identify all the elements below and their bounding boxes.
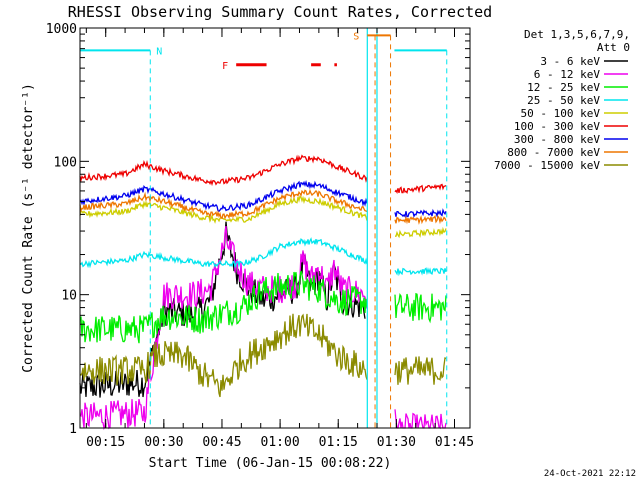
flag-n-label: N [156,46,162,57]
legend-header-line2: Att 0 [597,41,630,54]
legend-header-line1: Det 1,3,5,6,7,9, [524,28,630,41]
series-line-0 [79,221,366,398]
y-tick-label-0: 1 [69,422,77,437]
chart-title: RHESSI Observing Summary Count Rates, Co… [68,3,492,21]
plot-area: N F S 1 10 100 1000 00:15 00:30 00:45 01:00 01:15 01… [46,22,474,450]
x-tick-label-2: 00:45 [202,435,241,450]
y-tick-label-2: 100 [54,155,77,170]
legend-label-2: 12 - 25 keV [527,81,600,94]
legend-label-6: 300 - 800 keV [514,133,600,146]
series-line-7 [79,188,447,225]
y-tick-label-1: 10 [61,289,77,304]
x-tick-label-4: 01:15 [319,435,358,450]
y-axis-label: Corrected Count Rate (s⁻¹ detector⁻¹) [21,83,36,373]
legend-label-3: 25 - 50 keV [527,94,600,107]
y-tick-label-3: 1000 [46,22,77,37]
x-tick-label-0: 00:15 [86,435,125,450]
legend-label-1: 6 - 12 keV [534,68,601,81]
legend-label-7: 800 - 7000 keV [507,146,600,159]
footer-date: 24-Oct-2021 22:12 [544,469,636,479]
legend-label-0: 3 - 6 keV [540,55,600,68]
legend-label-5: 100 - 300 keV [514,120,600,133]
series-line-6 [79,179,447,218]
series-line-4 [79,195,447,239]
x-tick-label-3: 01:00 [261,435,300,450]
x-axis-label: Start Time (06-Jan-15 00:08:22) [149,456,392,471]
x-tick-label-6: 01:45 [435,435,474,450]
flag-s-label: S [353,31,359,42]
series-line-5 [79,154,447,195]
plot-frame [79,27,471,429]
legend-label-8: 7000 - 15000 keV [494,159,600,172]
series-line-3 [79,237,447,277]
legend-label-4: 50 - 100 keV [521,107,601,120]
series-line-8 [79,313,447,398]
flag-f-label: F [222,61,228,72]
series-line-2 [79,270,447,344]
x-tick-label-1: 00:30 [144,435,183,450]
x-tick-label-5: 01:30 [377,435,416,450]
